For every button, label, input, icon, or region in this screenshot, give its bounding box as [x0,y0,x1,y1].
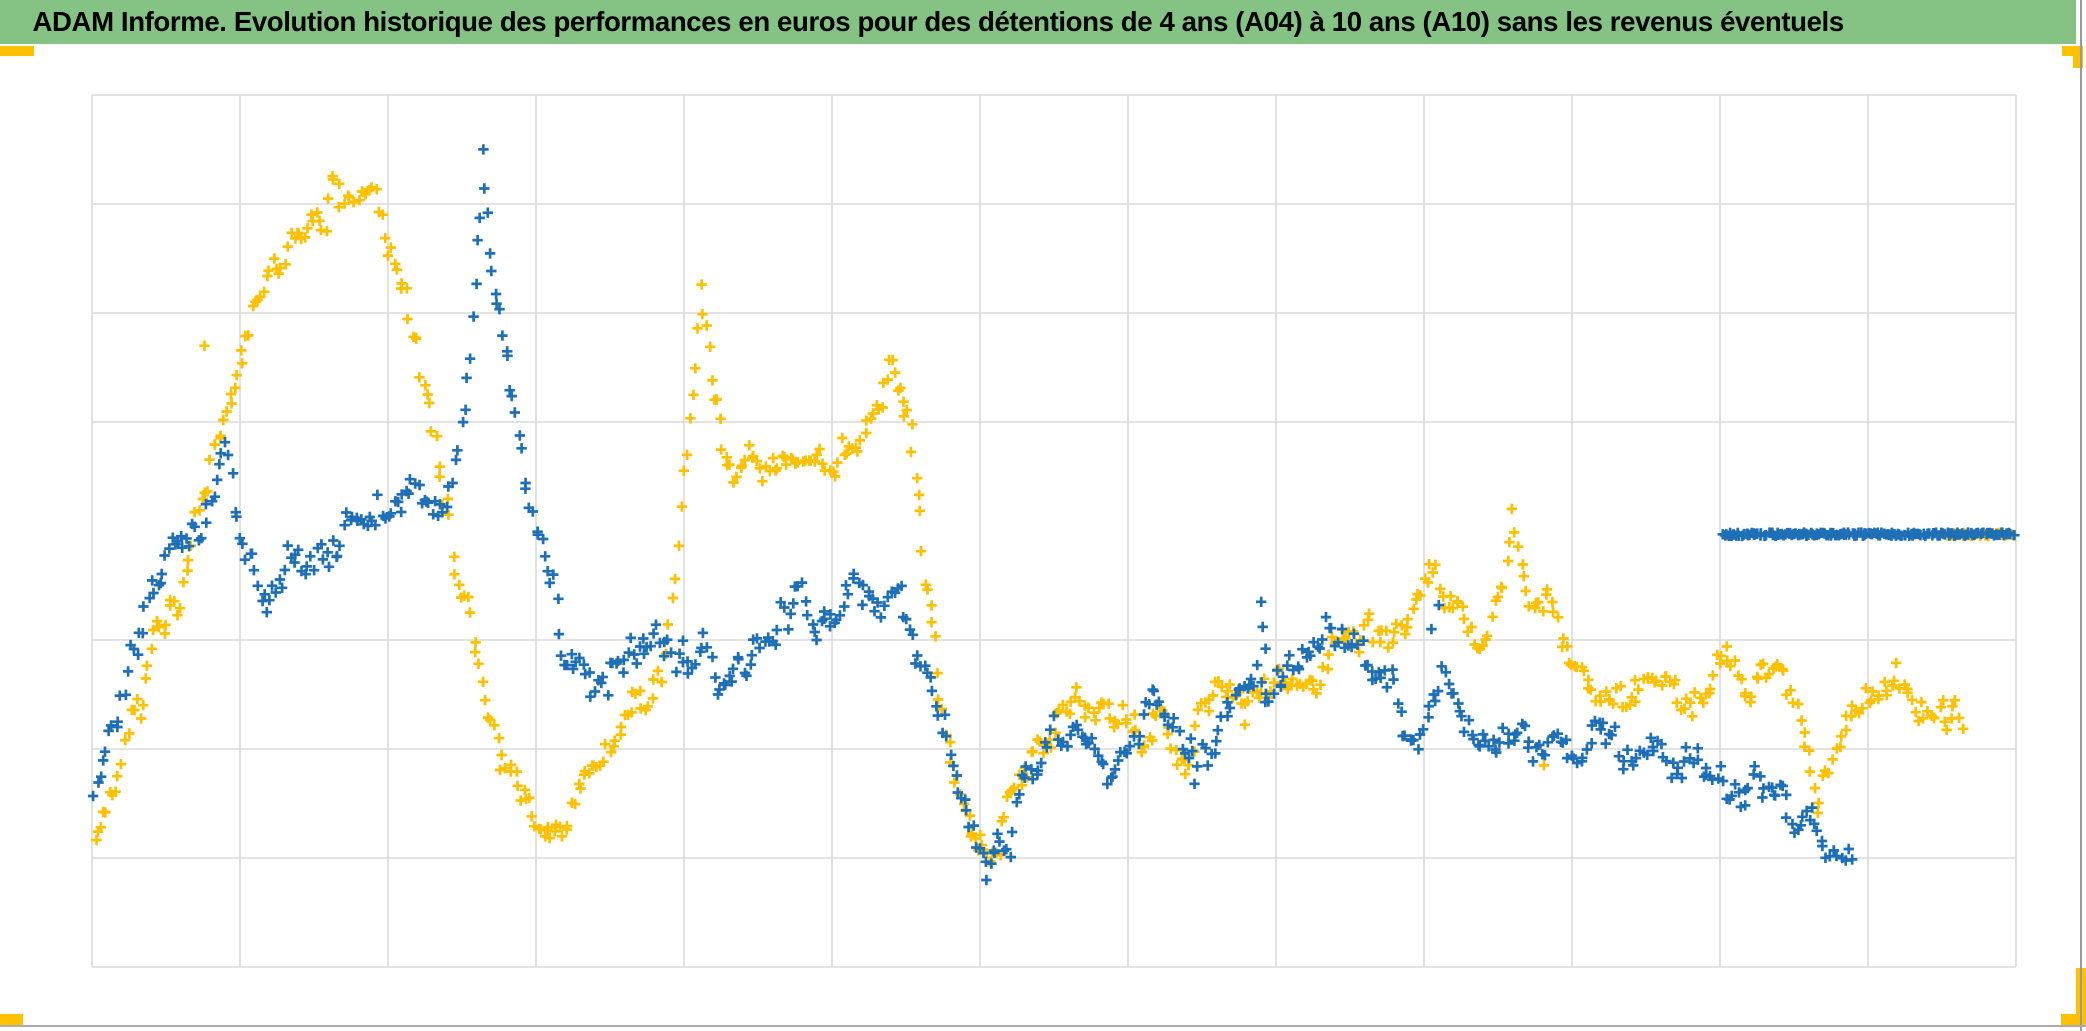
corner-accent-top-right-h [2062,46,2083,56]
page-edge-line-bottom [0,1025,2086,1027]
corner-accent-bottom-left [0,1014,23,1026]
title-banner: ADAM Informe. Evolution historique des p… [0,0,2076,44]
corner-accent-top-right-v [2073,46,2083,68]
series-blue-flat-band [1717,527,2020,542]
series-blue-points [87,144,1858,886]
page-title: ADAM Informe. Evolution historique des p… [32,6,1845,37]
page-edge-line-right [2080,0,2082,1031]
corner-accent-bottom-right-h [2061,1014,2086,1026]
corner-accent-top-left [0,46,34,56]
